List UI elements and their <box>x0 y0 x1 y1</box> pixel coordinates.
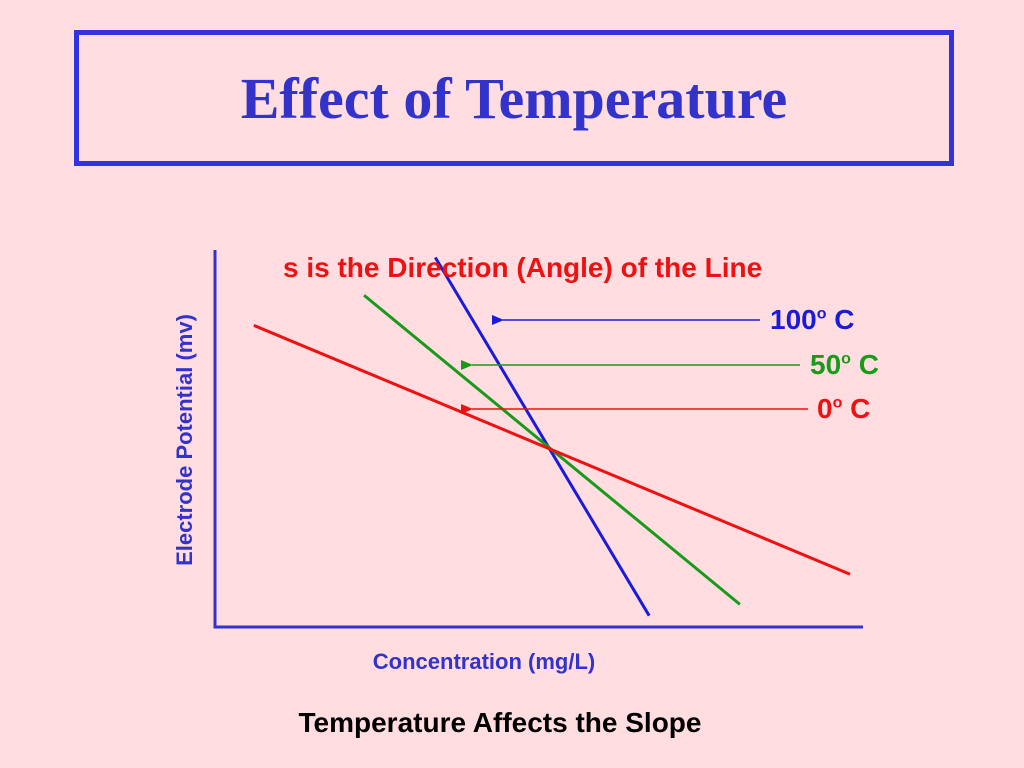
degree-symbol: o <box>816 305 827 323</box>
series-line-100c <box>434 256 651 617</box>
x-axis-label: Concentration (mg/L) <box>372 649 596 674</box>
series-line-0c <box>253 324 851 576</box>
y-axis-label: Electrode Potential (mv) <box>172 314 197 566</box>
slide-caption: Temperature Affects the Slope <box>298 707 702 738</box>
legend-value: 0 <box>817 393 833 424</box>
legend-unit: C <box>858 349 879 380</box>
legend-unit: C <box>834 304 855 335</box>
legend-label-100c: 100o C <box>770 304 855 336</box>
degree-symbol: o <box>832 394 843 412</box>
legend-label-0c: 0o C <box>817 393 870 425</box>
legend-unit: C <box>850 393 871 424</box>
slide-title: Effect of Temperature <box>240 65 788 131</box>
legend-value: 50 <box>810 349 842 380</box>
degree-symbol: o <box>841 350 851 368</box>
title-box: Effect of Temperature <box>74 30 954 166</box>
chart-annotation: s is the Direction (Angle) of the Line <box>283 252 763 283</box>
legend-label-50c: 50o C <box>810 349 879 381</box>
legend-value: 100 <box>770 304 817 335</box>
